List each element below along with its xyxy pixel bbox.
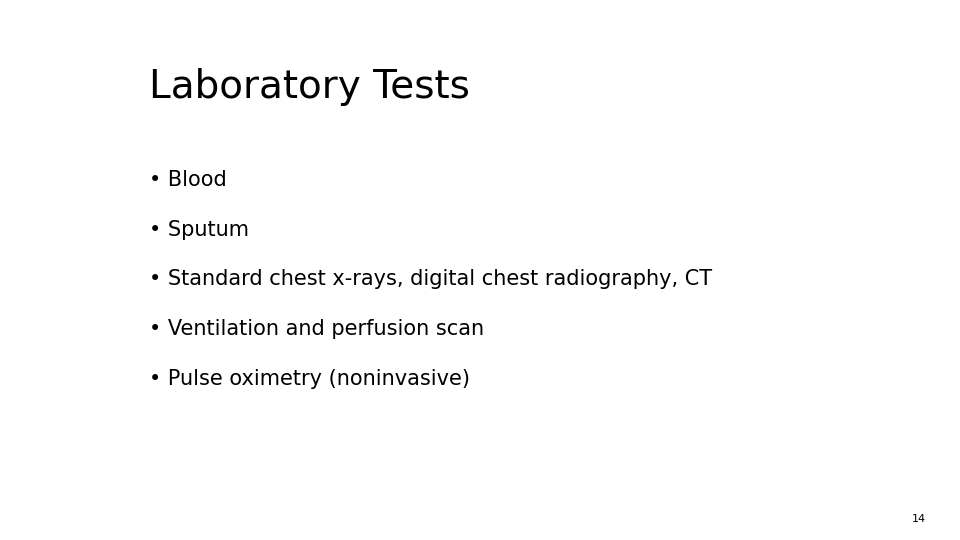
Text: • Ventilation and perfusion scan: • Ventilation and perfusion scan (149, 319, 484, 339)
Text: • Blood: • Blood (149, 170, 227, 190)
Text: 14: 14 (912, 514, 926, 524)
Text: • Sputum: • Sputum (149, 220, 249, 240)
Text: Laboratory Tests: Laboratory Tests (149, 68, 469, 105)
Text: • Standard chest x-rays, digital chest radiography, CT: • Standard chest x-rays, digital chest r… (149, 269, 712, 289)
Text: • Pulse oximetry (noninvasive): • Pulse oximetry (noninvasive) (149, 369, 469, 389)
